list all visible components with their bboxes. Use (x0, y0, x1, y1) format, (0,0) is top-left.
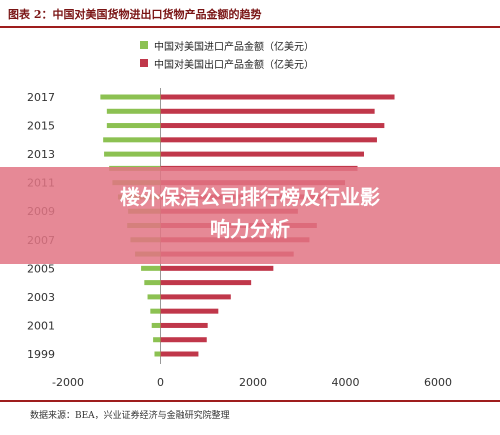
legend-swatch-import (140, 41, 148, 49)
export-bar-2013 (160, 151, 364, 157)
import-bar-2005 (141, 265, 161, 271)
export-bar-2004 (160, 280, 252, 286)
import-bar-2003 (147, 294, 161, 300)
export-bar-2016 (160, 108, 375, 114)
legend-swatch-export (140, 59, 148, 67)
import-bar-2002 (150, 308, 161, 314)
legend-item-export: 中国对美国出口产品金额（亿美元） (140, 54, 314, 72)
y-tick-label-2013: 2013 (27, 148, 55, 161)
import-bar-1999 (154, 351, 161, 357)
y-tick-label-2003: 2003 (27, 291, 55, 304)
export-bar-2015 (160, 123, 385, 129)
x-tick-label-6000: 6000 (424, 376, 452, 389)
x-tick-label-4000: 4000 (332, 376, 360, 389)
overlay-line-2: 响力分析 (210, 217, 290, 241)
overlay-line-1: 楼外保洁公司排行榜及行业影 (120, 185, 380, 209)
import-bar-2013 (104, 151, 161, 157)
y-tick-label-2017: 2017 (27, 91, 55, 104)
export-bar-2002 (160, 308, 219, 314)
export-bar-2017 (160, 94, 395, 100)
import-bar-2001 (151, 322, 161, 328)
import-bar-2017 (100, 94, 161, 100)
footer: 数据来源：BEA，兴业证券经济与金融研究院整理 (0, 400, 500, 435)
legend: 中国对美国进口产品金额（亿美元） 中国对美国出口产品金额（亿美元） (140, 36, 314, 72)
import-bar-2016 (106, 108, 161, 114)
export-bar-2014 (160, 137, 377, 143)
export-bar-2005 (160, 265, 274, 271)
import-bar-2004 (144, 280, 161, 286)
import-bar-2015 (106, 123, 161, 129)
x-tick-label--2000: -2000 (52, 376, 84, 389)
import-bar-2014 (103, 137, 161, 143)
data-source: 数据来源：BEA，兴业证券经济与金融研究院整理 (30, 411, 230, 421)
overlay-headline: 楼外保洁公司排行榜及行业影 响力分析 (0, 181, 500, 245)
export-bar-1999 (160, 351, 199, 357)
y-tick-label-2001: 2001 (27, 319, 55, 332)
x-tick-label-2000: 2000 (239, 376, 267, 389)
legend-item-import: 中国对美国进口产品金额（亿美元） (140, 36, 314, 54)
legend-label-export: 中国对美国出口产品金额（亿美元） (154, 59, 314, 71)
chart-title: 图表 2：中国对美国货物进出口货物产品金额的趋势 (8, 8, 262, 21)
legend-label-import: 中国对美国进口产品金额（亿美元） (154, 41, 314, 53)
x-tick-label-0: 0 (157, 376, 164, 389)
export-bar-2003 (160, 294, 231, 300)
export-bar-2000 (160, 337, 207, 343)
import-bar-2000 (153, 337, 161, 343)
y-tick-label-1999: 1999 (27, 348, 55, 361)
y-tick-label-2005: 2005 (27, 262, 55, 275)
title-bar: 图表 2：中国对美国货物进出口货物产品金额的趋势 (0, 0, 500, 28)
title-overlay-band (0, 167, 500, 264)
y-tick-label-2015: 2015 (27, 120, 55, 133)
export-bar-2001 (160, 322, 208, 328)
